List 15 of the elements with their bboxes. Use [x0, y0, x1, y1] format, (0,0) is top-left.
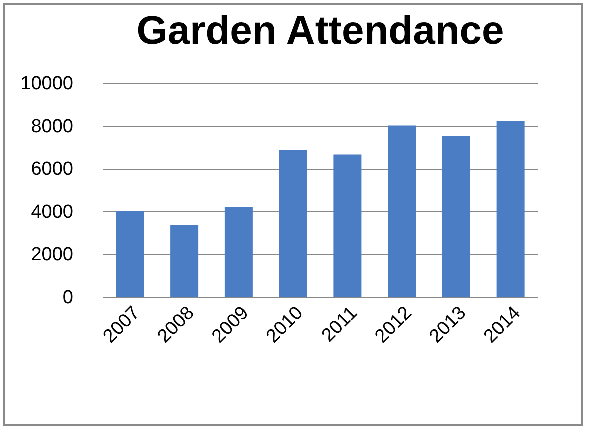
y-tick-label: 10000	[20, 74, 74, 94]
y-tick-label: 2000	[31, 244, 74, 266]
bar	[442, 136, 470, 297]
bar	[170, 225, 199, 297]
bar	[334, 154, 362, 297]
bar	[388, 126, 416, 297]
bar	[496, 122, 525, 297]
bar	[116, 211, 144, 297]
y-tick-label: 0	[62, 288, 74, 308]
y-tick-label: 6000	[31, 159, 74, 180]
bar	[224, 207, 253, 297]
chart-title: Garden Attendance	[136, 9, 504, 53]
bar	[279, 150, 308, 297]
y-tick-label: 4000	[31, 202, 74, 223]
y-tick-label: 8000	[31, 116, 74, 138]
